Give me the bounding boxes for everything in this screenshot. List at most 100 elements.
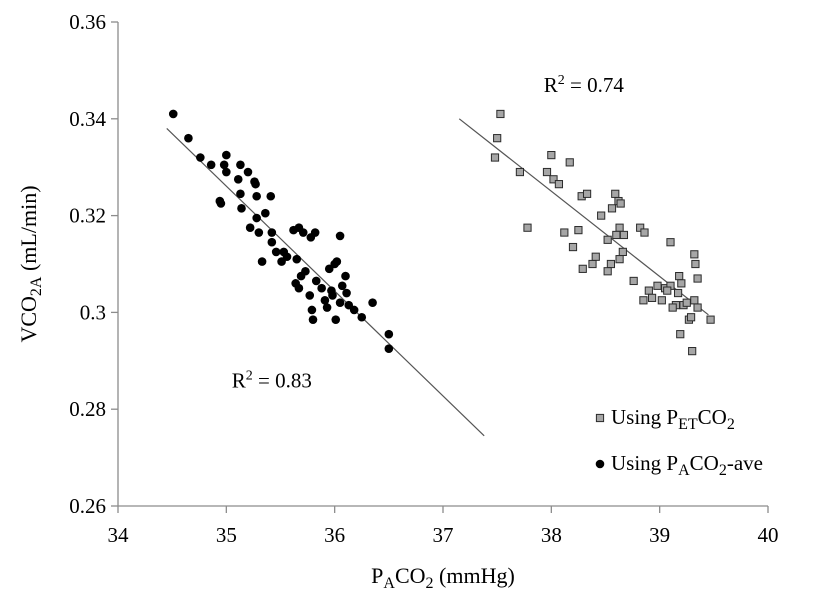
data-point-square [574,226,583,235]
data-point-square [554,180,564,189]
data-point-square [693,303,702,312]
data-point-square [515,167,525,177]
data-point-circle [219,160,229,170]
data-point-circle [341,271,350,281]
data-point-square [588,259,597,269]
data-point-square [686,313,696,322]
y-tick-label: 0.3 [80,300,106,324]
data-point-circle [206,160,216,170]
y-tick-label: 0.26 [69,494,106,518]
data-point-square [706,315,715,324]
x-tick-label: 39 [649,523,670,547]
data-point-circle [267,228,277,237]
data-point-square [549,175,558,184]
data-point-circle [196,153,205,162]
data-point-circle [236,189,245,199]
data-point-square [636,223,645,232]
data-point-circle [322,303,332,312]
data-point-circle [257,257,267,266]
data-point-square [496,109,505,119]
data-point-circle [282,252,292,262]
trendline-series-2 [166,128,485,437]
data-point-square [682,298,691,307]
data-point-circle [310,228,320,237]
legend-marker-circle [595,459,605,469]
data-point-square [560,228,569,237]
data-point-square [676,330,685,339]
x-axis-label: PACO2 (mmHg) [371,563,515,592]
y-tick-label: 0.36 [69,10,106,34]
x-tick-label: 38 [541,523,562,547]
x-tick-label: 40 [758,523,779,547]
data-point-square [666,238,675,247]
data-point-circle [243,167,253,177]
data-point-square [663,286,672,295]
data-point-square [493,134,502,143]
data-point-square [578,264,587,273]
data-point-circle [254,228,264,237]
data-point-circle [317,283,326,293]
data-point-square [677,279,686,288]
data-point-circle [311,276,321,286]
trendlines [166,118,709,437]
data-point-square [603,235,612,244]
data-point-circle [368,298,377,308]
y-axis-label: VCO2A (mL/min) [16,185,45,342]
legend-label: Using PETCO2 [611,405,735,433]
x-tick-label: 37 [433,523,454,547]
x-tick-label: 36 [324,523,345,547]
data-point-square [603,267,612,276]
data-point-square [673,288,683,298]
data-point-circle [252,213,261,223]
data-point-circle [245,223,255,232]
data-point-circle [305,291,315,300]
data-point-circle [357,312,367,322]
data-point-circle [320,296,330,305]
data-point-circle [237,204,246,213]
data-point-square [615,223,624,232]
data-point-circle [337,281,347,291]
data-point-square [606,259,616,269]
data-point-square [618,247,627,257]
data-point-square [591,252,600,261]
data-point-square [568,242,578,252]
data-point-circle [335,231,345,241]
data-point-circle [384,344,394,354]
data-point-circle [331,315,341,324]
data-point-circle [168,109,178,119]
y-tick-label: 0.34 [69,107,106,131]
data-point-square [616,199,625,208]
data-point-square [691,259,700,269]
data-point-circle [252,191,261,201]
x-tick-label: 34 [108,523,130,547]
data-point-square [619,230,629,240]
legend-label: Using PACO2-ave [611,451,763,479]
axes: 0.26 0.28 0.3 0.32 0.34 0.36 34 35 36 37 38 39 40 PAC… [16,10,779,592]
legend-marker-square [595,413,605,423]
data-point-circle [342,288,351,298]
data-point-circle [271,247,281,257]
data-point-circle [294,283,304,293]
data-point-circle [222,150,231,160]
data-point-circle [216,199,226,208]
annotations: R2 = 0.74 R2 = 0.83 [232,73,625,392]
data-point-circle [261,208,270,218]
r-squared-label: R2 = 0.74 [544,73,625,97]
x-tick-label: 35 [216,523,237,547]
data-point-circle [222,167,231,177]
data-point-circle [349,305,359,315]
data-point-square [490,153,500,162]
data-point-square [629,276,638,286]
data-point-circle [298,228,308,237]
y-tick-label: 0.28 [69,397,106,421]
data-point-square [542,167,552,177]
data-point-square [597,211,606,220]
data-point-square [640,228,649,237]
data-point-square [675,272,684,281]
data-point-square [612,230,621,240]
data-point-square [639,296,648,305]
data-point-circle [236,160,245,170]
data-point-square [611,189,620,198]
data-point-square [582,189,592,198]
data-point-circle [328,291,337,300]
